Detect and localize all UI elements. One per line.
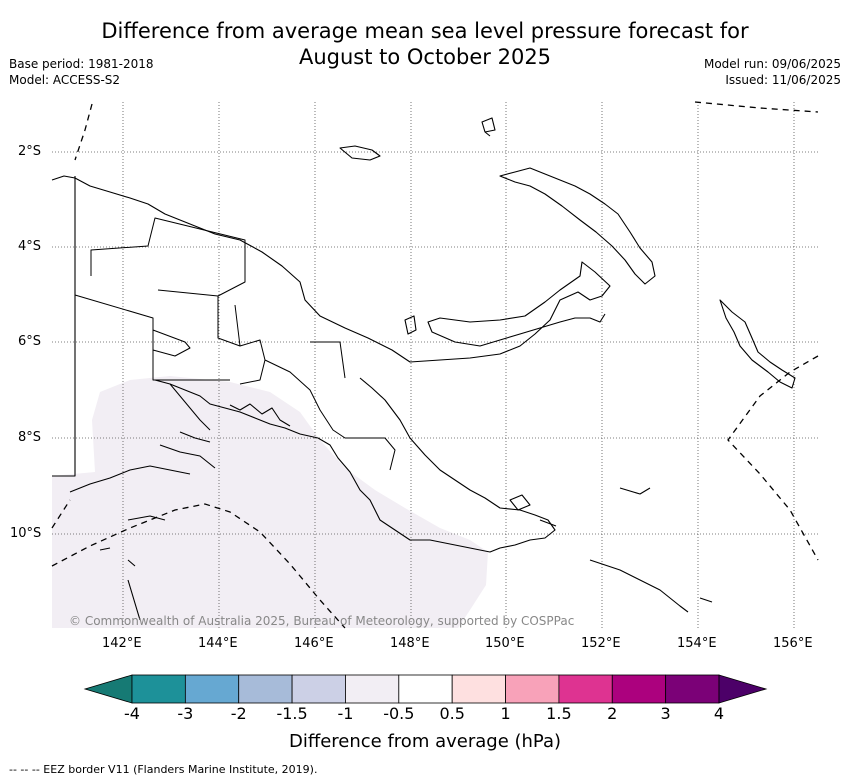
model-run: Model run: 09/06/2025 bbox=[703, 57, 841, 71]
eez-footnote: -- -- -- EEZ border V11 (Flanders Marine… bbox=[9, 763, 318, 776]
colorbar-segment bbox=[665, 674, 720, 704]
colorbar-tick-label: 3 bbox=[660, 704, 671, 723]
colorbar-segment bbox=[611, 674, 667, 704]
colorbar-segment bbox=[398, 674, 453, 704]
colorbar-tick-label: 1.5 bbox=[546, 704, 572, 723]
lon-label-154e: 154°E bbox=[677, 636, 717, 651]
colorbar-segment bbox=[345, 674, 400, 704]
meta-right: Model run: 09/06/2025 Issued: 11/06/2025 bbox=[704, 56, 841, 88]
new-britain-coast bbox=[499, 167, 656, 285]
lat-label-10s: 10°S bbox=[10, 526, 42, 541]
coastlines bbox=[51, 117, 796, 621]
colorbar-tick-label: -0.5 bbox=[383, 704, 415, 723]
bougainville-coast bbox=[719, 299, 796, 389]
border-png-indonesia bbox=[52, 176, 76, 477]
colorbar-segment bbox=[558, 674, 613, 704]
title-line-1: Difference from average mean sea level p… bbox=[101, 19, 749, 43]
colorbar-tick-label: 0.5 bbox=[439, 704, 465, 723]
eez-south bbox=[51, 503, 346, 629]
eez-southeast bbox=[727, 355, 819, 561]
map-title: Difference from average mean sea level p… bbox=[0, 18, 850, 70]
lat-label-8s: 8°S bbox=[18, 430, 42, 445]
colorbar-tick-label: 4 bbox=[713, 704, 725, 723]
colorbar-tick-label: 2 bbox=[607, 704, 618, 723]
base-period: Base period: 1981-2018 bbox=[9, 57, 154, 71]
lat-label-4s: 4°S bbox=[18, 239, 42, 254]
colorbar-extend-low bbox=[83, 674, 133, 704]
eez-north-east bbox=[694, 101, 819, 113]
issued-date: Issued: 11/06/2025 bbox=[725, 73, 841, 87]
lon-label-150e: 150°E bbox=[485, 636, 525, 651]
colorbar-tick-label: -1 bbox=[337, 704, 354, 723]
title-line-2: August to October 2025 bbox=[298, 45, 552, 69]
lon-label-156e: 156°E bbox=[773, 636, 813, 651]
lon-label-142e: 142°E bbox=[102, 636, 142, 651]
gulf-of-papua-coast bbox=[69, 403, 291, 521]
colorbar-segment bbox=[184, 674, 240, 704]
province-boundaries bbox=[74, 217, 396, 471]
lon-label-144e: 144°E bbox=[198, 636, 238, 651]
colorbar-tick-label: -2 bbox=[230, 704, 247, 723]
eez-west-south bbox=[51, 499, 71, 529]
colorbar-title: Difference from average (hPa) bbox=[288, 731, 562, 752]
colorbar-tick-label: -4 bbox=[124, 704, 140, 723]
torres-strait-coast bbox=[99, 547, 141, 621]
graticule bbox=[52, 102, 818, 628]
colorbar-segment bbox=[131, 674, 186, 704]
manus-island-coast bbox=[339, 145, 381, 161]
north-islands-coast bbox=[481, 117, 496, 137]
lon-label-152e: 152°E bbox=[581, 636, 621, 651]
eez-west-north bbox=[74, 103, 93, 161]
copyright-notice: © Commonwealth of Australia 2025, Bureau… bbox=[69, 614, 575, 628]
eez-borders bbox=[51, 101, 819, 629]
colorbar-tick-label: -3 bbox=[177, 704, 194, 723]
lat-label-6s: 6°S bbox=[18, 334, 42, 349]
lon-label-148e: 148°E bbox=[390, 636, 430, 651]
lat-label-2s: 2°S bbox=[18, 144, 42, 159]
model-name: Model: ACCESS-S2 bbox=[9, 73, 121, 87]
colorbar-segment bbox=[291, 674, 346, 704]
colorbar-segment bbox=[238, 674, 293, 704]
png-mainland-coast bbox=[51, 175, 611, 553]
colorbar bbox=[83, 674, 768, 704]
colorbar-extend-high bbox=[718, 674, 768, 704]
new-ireland-coast bbox=[404, 315, 417, 335]
colorbar-segment bbox=[505, 674, 560, 704]
colorbar-tick-label: 1 bbox=[500, 704, 511, 723]
colorbar-tick-label: -1.5 bbox=[276, 704, 308, 723]
meta-left: Base period: 1981-2018 Model: ACCESS-S2 bbox=[9, 56, 154, 88]
pressure-anomaly-shading bbox=[52, 376, 488, 628]
colorbar-segment bbox=[451, 674, 506, 704]
island-group-east bbox=[509, 487, 713, 613]
lon-label-146e: 146°E bbox=[294, 636, 334, 651]
